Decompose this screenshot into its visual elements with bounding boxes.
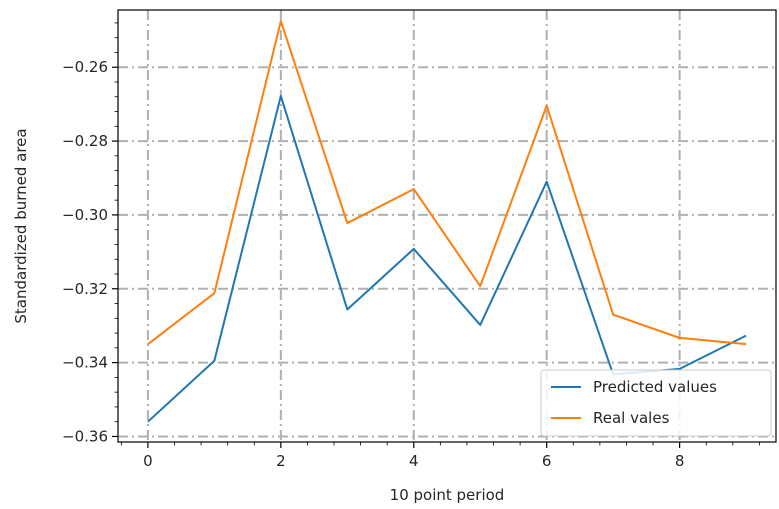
y-tick-label: −0.28	[62, 132, 108, 150]
x-tick-label: 2	[276, 452, 286, 470]
legend-box	[540, 369, 772, 437]
y-tick-label: −0.30	[62, 206, 108, 224]
y-tick-label: −0.32	[62, 280, 108, 298]
tick-labels: 0 2 4 6 8 −0.36 −0.34 −0.32 −0.30 −0.28 −0.26	[62, 58, 684, 470]
y-tick-label: −0.26	[62, 58, 108, 76]
y-axis-label: Standardized burned area	[12, 128, 30, 323]
x-tick-label: 4	[409, 452, 419, 470]
x-axis-label: 10 point period	[390, 486, 505, 504]
x-tick-label: 8	[675, 452, 685, 470]
series-line-real	[147, 20, 747, 346]
legend: Predicted values Real vales	[540, 369, 772, 437]
y-tick-label: −0.34	[62, 354, 108, 372]
major-ticks	[112, 66, 681, 448]
legend-label-predicted: Predicted values	[593, 378, 717, 396]
plot-frame	[117, 9, 777, 443]
x-tick-label: 0	[143, 452, 153, 470]
y-tick-label: −0.36	[62, 427, 108, 445]
legend-label-real: Real vales	[593, 409, 670, 427]
x-tick-label: 6	[542, 452, 552, 470]
